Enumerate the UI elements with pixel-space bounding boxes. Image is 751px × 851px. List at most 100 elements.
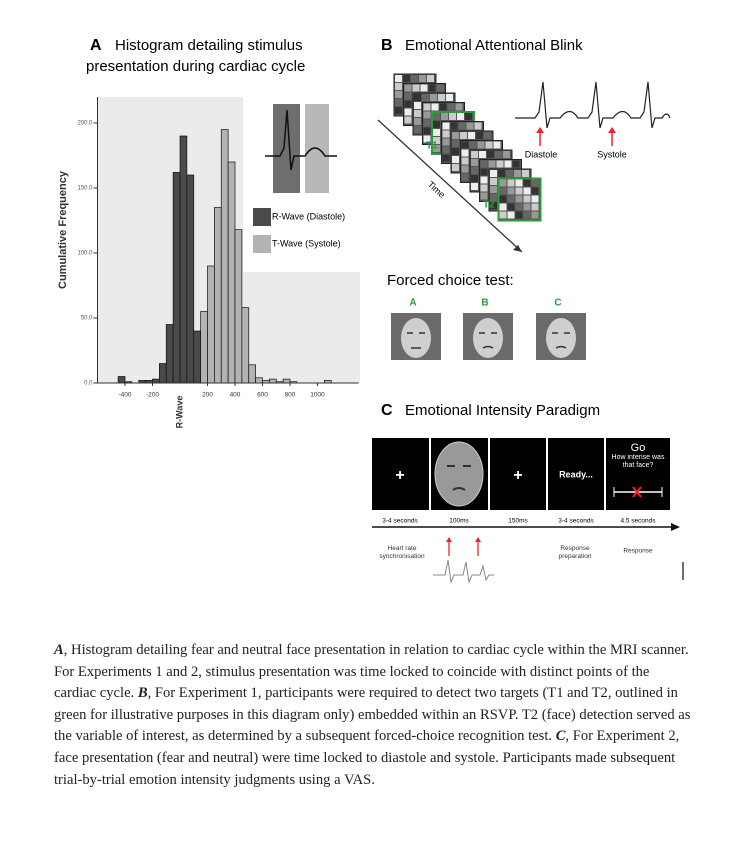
panel-letter: C (381, 402, 393, 419)
bar (220, 129, 229, 384)
frame-cell (422, 94, 429, 101)
frame-cell (504, 160, 512, 168)
heart-rate-text: Heart rate synchronisation (379, 545, 425, 560)
arrow-head (536, 127, 544, 133)
bar (186, 174, 195, 384)
caption-label: B (137, 685, 148, 702)
frame-cell (471, 175, 478, 182)
frame-cell (433, 129, 440, 136)
frame-cell (414, 118, 421, 125)
bar (159, 363, 167, 384)
frame-cell (431, 103, 439, 111)
x-tick-label: 800 (285, 392, 296, 399)
frame-cell (507, 203, 515, 211)
t1-label: T1 (426, 141, 438, 152)
x-tick-label: 400 (230, 392, 241, 399)
frame-cell (414, 110, 421, 117)
frame-cell (523, 195, 531, 203)
frame-cell (395, 75, 402, 82)
frame-cell (515, 195, 523, 203)
frame-cell (441, 113, 448, 120)
frame-cell (461, 149, 469, 157)
frame-cell (411, 75, 418, 82)
frame-cell (433, 121, 440, 128)
frame-cell (514, 170, 521, 177)
time-label: Time (426, 179, 447, 200)
frame-cell (428, 84, 436, 92)
screen (606, 438, 670, 510)
frame-cell (523, 179, 531, 187)
frame-cell (461, 157, 469, 165)
frame-cell (404, 100, 412, 108)
frame-cell (442, 122, 450, 130)
arrow-head (513, 245, 522, 252)
frame-cell (447, 103, 455, 111)
frame-cell (503, 151, 510, 158)
frame-cell (515, 211, 523, 219)
frame-cell (480, 160, 488, 168)
frame-cell (452, 164, 459, 171)
frame-cell (414, 126, 421, 133)
caption-text: , For Experiment 2, face presentation (f… (54, 728, 680, 788)
frame-cell (495, 151, 502, 158)
frame-cell (395, 83, 402, 90)
frame-cell (499, 187, 507, 195)
frame-cell (423, 119, 431, 127)
duration: 4.5 seconds (620, 518, 656, 525)
panel-title: Emotional Attentional Blink (405, 37, 583, 54)
arrow-head (608, 127, 616, 133)
caption-text: , Histogram detailing fear and neutral f… (54, 642, 689, 702)
frame-cell (452, 148, 459, 155)
frame-cell (531, 179, 539, 187)
frame-cell (484, 132, 491, 139)
frame-cell (442, 138, 450, 146)
bar (117, 376, 126, 384)
frame-cell (414, 102, 421, 109)
frame-cell (469, 141, 477, 149)
frame-cell (531, 211, 539, 219)
x-axis-label: R-Wave (174, 396, 184, 429)
frame-cell (485, 141, 493, 149)
frame-cell (420, 84, 428, 92)
frame-cell (531, 195, 539, 203)
frame-cell (395, 91, 402, 98)
y-tick-label: 100.0 (77, 251, 93, 257)
frame-cell (522, 170, 529, 177)
frame-cell (490, 178, 497, 185)
frame-cell (476, 132, 483, 139)
duration: 3-4 seconds (382, 518, 418, 525)
frame-cell (433, 145, 440, 152)
frame-cell (442, 130, 450, 138)
duration: 100ms (449, 518, 469, 525)
frame-cell (465, 113, 472, 120)
bar (165, 324, 174, 384)
face (401, 318, 431, 358)
frame-cell (499, 211, 507, 219)
frame-cell (449, 113, 456, 120)
frame-cell (507, 187, 515, 195)
frame-cell (457, 113, 464, 120)
face-options: A B C (391, 298, 586, 360)
frame-cell (452, 140, 459, 147)
response-prep-box: Response preparation (559, 545, 592, 560)
frame-cell (506, 170, 513, 177)
frame-cell (493, 141, 501, 149)
forced-choice-label: Forced choice test: (387, 272, 514, 289)
arrow-head (671, 523, 680, 531)
frame-cell (531, 203, 539, 211)
frame-cell (490, 170, 497, 177)
frame-cell (499, 203, 507, 211)
duration: 150ms (508, 518, 528, 525)
frame-cell (438, 94, 445, 101)
frame-cell (423, 111, 431, 119)
frame-cell (471, 167, 478, 174)
panel-title: Histogram detailing stimulus (115, 37, 303, 54)
arrow-head (475, 537, 481, 542)
bar (193, 330, 201, 384)
frame-cell (439, 103, 447, 111)
frame-cell (442, 154, 450, 162)
bar (227, 161, 236, 384)
frame-cell (452, 156, 459, 163)
frame-cell (515, 203, 523, 211)
frame-cell (480, 184, 488, 192)
